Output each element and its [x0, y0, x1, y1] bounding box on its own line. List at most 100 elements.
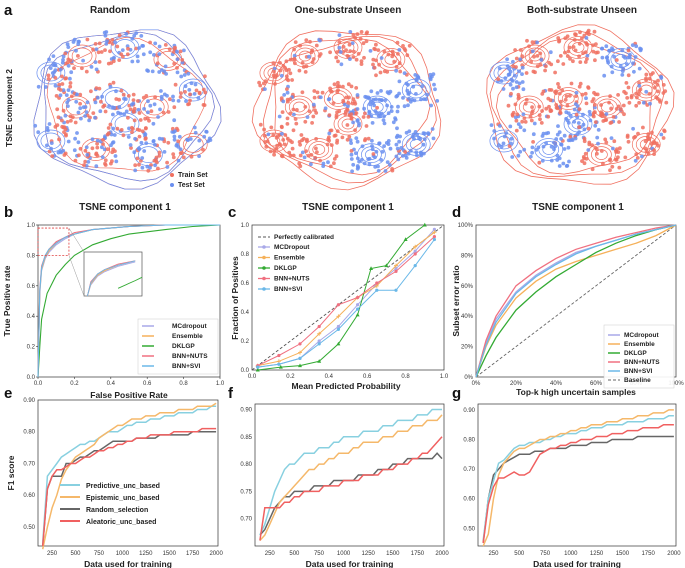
train-point: [349, 149, 354, 153]
test-point: [516, 153, 521, 158]
test-point: [339, 62, 344, 67]
data-point: [356, 303, 360, 307]
train-point: [105, 147, 110, 152]
test-point: [355, 107, 360, 111]
test-point: [326, 160, 330, 165]
test-point: [124, 109, 129, 114]
train-point: [202, 103, 207, 107]
y-tick-label: 0.2: [27, 345, 36, 351]
train-point: [641, 125, 645, 130]
train-point: [78, 92, 83, 97]
test-point: [79, 116, 83, 121]
y-tick-label: 0.90: [463, 408, 475, 414]
train-point: [288, 57, 293, 62]
y-tick-label: 20%: [461, 345, 474, 351]
train-point: [280, 110, 285, 114]
train-point: [563, 50, 567, 55]
test-point: [395, 109, 400, 114]
train-point: [571, 59, 575, 64]
train-point: [327, 138, 331, 143]
train-point: [405, 53, 410, 58]
test-point: [435, 99, 440, 103]
test-point: [581, 112, 585, 117]
train-point: [136, 99, 140, 103]
test-point: [117, 105, 122, 109]
test-point: [281, 99, 286, 104]
train-point: [515, 112, 520, 117]
test-point: [394, 154, 399, 159]
legend-label: Ensemble: [624, 341, 655, 348]
train-point: [580, 92, 585, 97]
test-point: [140, 156, 145, 160]
test-point: [383, 98, 388, 102]
test-point: [156, 115, 161, 119]
y-tick-label: 0.80: [463, 438, 475, 444]
data-point: [369, 266, 374, 270]
train-point: [574, 32, 578, 37]
test-point: [148, 103, 153, 108]
test-point: [600, 55, 605, 60]
cluster-contour: [600, 101, 614, 113]
legend-label: BNN+SVI: [624, 368, 653, 375]
test-point: [499, 79, 504, 83]
y-axis-label: F1 score: [6, 455, 16, 490]
test-point: [380, 98, 384, 102]
test-point: [401, 96, 405, 100]
test-point: [522, 147, 527, 152]
panel-letter-g: g: [452, 385, 461, 402]
test-point: [504, 131, 509, 135]
test-point: [621, 54, 626, 59]
train-point: [616, 93, 620, 97]
train-point: [614, 158, 619, 162]
train-point: [108, 49, 112, 54]
test-point: [285, 90, 290, 95]
test-point: [530, 150, 534, 155]
legend-marker: [262, 287, 266, 291]
test-point: [130, 36, 135, 41]
train-point: [318, 52, 323, 56]
train-point: [173, 45, 177, 50]
train-point: [656, 89, 660, 94]
train-point: [516, 96, 521, 101]
f1-chart-one-substrate: 250 500 750 1000 1250 1500 1750 2000 0.70 0.75 0.8…: [240, 403, 449, 568]
legend-test-set: Test Set: [178, 182, 205, 189]
plot-frame: [251, 224, 445, 371]
train-point: [582, 161, 587, 166]
test-point: [94, 47, 99, 52]
train-point: [288, 111, 293, 116]
train-point: [344, 95, 349, 100]
test-point: [177, 134, 182, 139]
test-point: [633, 158, 638, 163]
test-point: [564, 164, 569, 168]
density-contour: [263, 35, 437, 184]
train-point: [68, 114, 73, 119]
train-point: [590, 167, 595, 172]
train-point: [137, 128, 142, 133]
series-line-BNN+SVI: [257, 239, 435, 368]
y-tick-label: 0.50: [463, 526, 475, 532]
train-point: [646, 151, 651, 156]
train-point: [290, 78, 294, 82]
series-line-DKLGP: [37, 224, 221, 378]
x-tick-label: 1750: [186, 551, 200, 557]
train-point: [530, 109, 535, 113]
test-point: [355, 166, 360, 171]
test-point: [89, 65, 94, 69]
test-point: [386, 111, 391, 116]
train-point: [652, 148, 657, 153]
train-point: [313, 156, 318, 160]
train-point: [109, 61, 114, 65]
plot-frame: [254, 403, 445, 547]
train-point: [359, 30, 364, 34]
test-point: [277, 114, 282, 119]
train-point: [601, 161, 605, 166]
test-point: [133, 136, 138, 141]
train-point: [291, 128, 296, 133]
test-point: [349, 152, 354, 157]
train-point: [299, 133, 304, 137]
train-point: [290, 146, 295, 151]
test-point: [323, 106, 328, 111]
train-point: [137, 162, 141, 167]
train-point: [303, 119, 308, 124]
test-point: [431, 72, 436, 76]
